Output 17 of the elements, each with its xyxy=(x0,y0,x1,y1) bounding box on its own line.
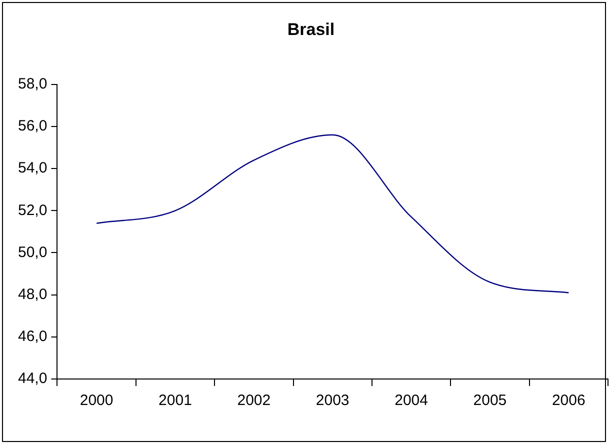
x-tick-label: 2002 xyxy=(237,392,271,410)
x-tick-label: 2004 xyxy=(394,392,428,410)
y-tick-label: 46,0 xyxy=(18,328,48,346)
chart-title: Brasil xyxy=(287,20,335,39)
x-tick-label: 2003 xyxy=(316,392,350,410)
x-tick-label: 2006 xyxy=(552,392,586,410)
y-tick-label: 50,0 xyxy=(18,244,48,261)
x-tick-label: 2005 xyxy=(473,392,507,410)
y-tick-label: 52,0 xyxy=(18,202,48,219)
y-tick-label: 48,0 xyxy=(18,286,48,303)
x-tick-label: 2000 xyxy=(80,392,114,410)
y-tick-label: 56,0 xyxy=(18,118,48,135)
x-tick-label: 2001 xyxy=(158,392,192,410)
line-series xyxy=(96,134,570,294)
y-tick-label: 58,0 xyxy=(18,76,48,93)
y-tick-label: 54,0 xyxy=(18,160,48,177)
y-tick-label: 44,0 xyxy=(18,370,48,388)
